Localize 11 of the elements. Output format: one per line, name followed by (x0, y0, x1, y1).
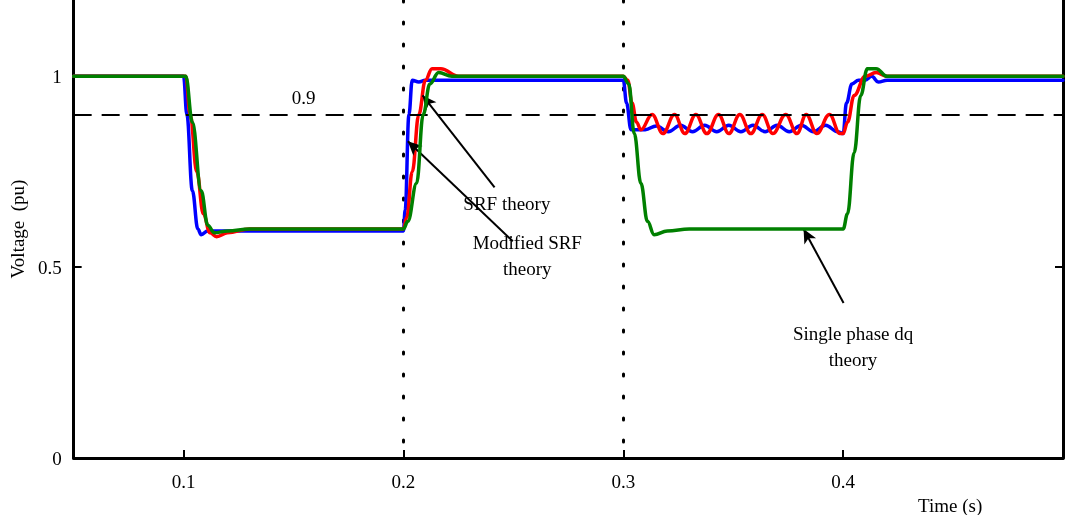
y-tick-label: 1 (52, 65, 62, 87)
y-tick-label: 0 (52, 447, 62, 469)
x-tick-label: 0.3 (611, 471, 636, 492)
ref-line-label: 0.9 (291, 86, 316, 108)
annotation: Single phase dq theory (792, 323, 914, 371)
y-axis-title: Voltage (pu) (7, 179, 29, 279)
y-tick-label: 0.5 (37, 256, 62, 278)
x-tick-label: 0.2 (391, 471, 416, 492)
x-tick-label: 0.1 (171, 471, 196, 492)
annotation: Modified SRF theory (472, 231, 582, 279)
x-tick-label: 0.4 (831, 471, 856, 492)
